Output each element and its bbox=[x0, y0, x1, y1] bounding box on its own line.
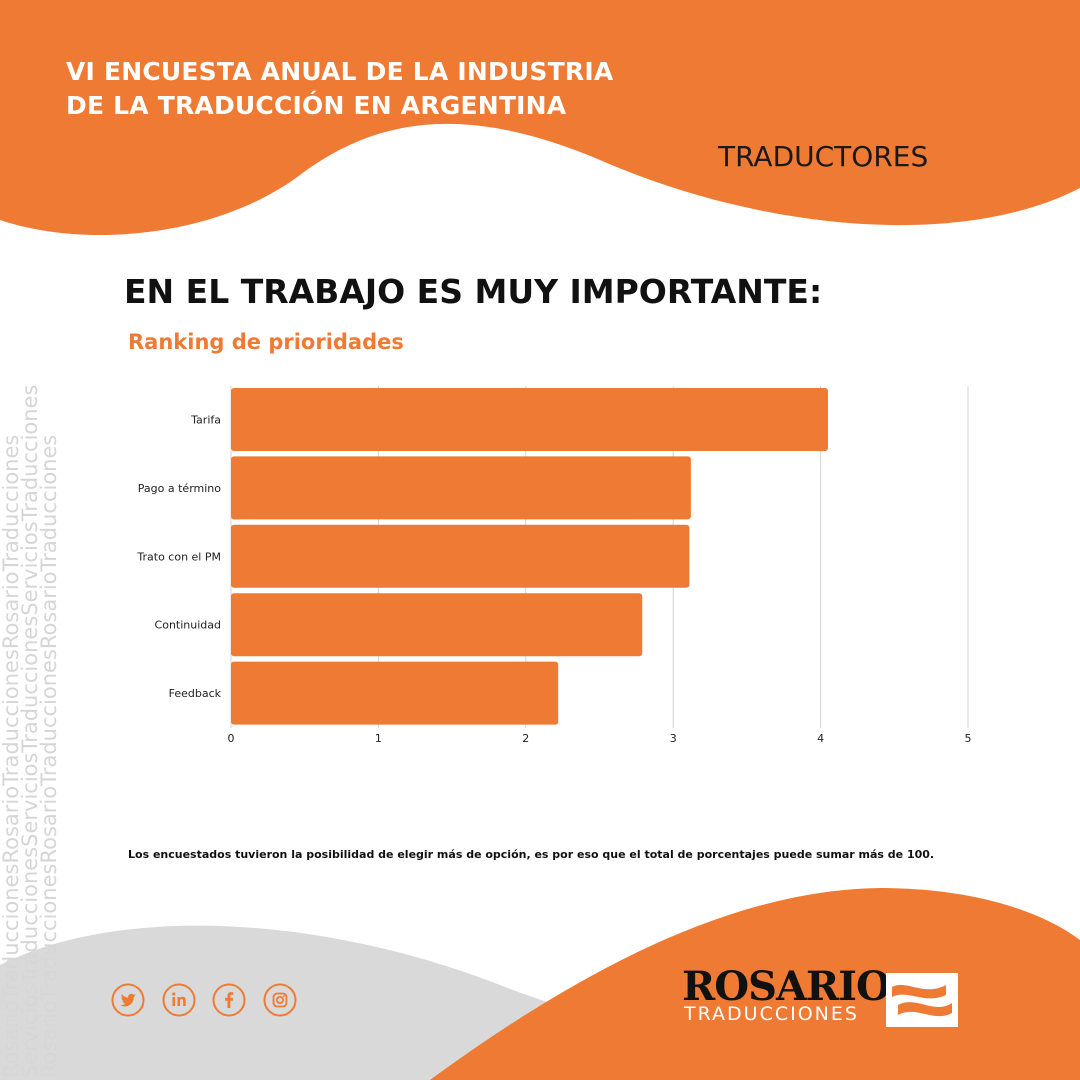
category-label: Continuidad bbox=[155, 619, 221, 632]
footnote: Los encuestados tuvieron la posibilidad … bbox=[128, 848, 935, 861]
category-label: Pago a término bbox=[138, 482, 221, 495]
twitter-icon bbox=[111, 983, 145, 1017]
bar bbox=[231, 593, 643, 657]
logo-wave-icon bbox=[886, 973, 958, 1027]
x-tick-label: 4 bbox=[817, 732, 824, 745]
bar bbox=[231, 388, 828, 451]
instagram-link[interactable] bbox=[263, 983, 297, 1017]
rosario-traducciones-logo: ROSARIO TRADUCCIONES bbox=[682, 963, 962, 1031]
x-tick-label: 2 bbox=[522, 732, 529, 745]
category-label: Feedback bbox=[169, 687, 222, 700]
twitter-link[interactable] bbox=[111, 983, 145, 1017]
main-heading: EN EL TRABAJO ES MUY IMPORTANTE: bbox=[124, 272, 823, 311]
x-tick-label: 3 bbox=[670, 732, 677, 745]
linkedin-icon bbox=[162, 983, 196, 1017]
instagram-icon bbox=[263, 983, 297, 1017]
linkedin-link[interactable] bbox=[162, 983, 196, 1017]
x-tick-label: 1 bbox=[375, 732, 382, 745]
survey-title-line-1: VI ENCUESTA ANUAL DE LA INDUSTRIA bbox=[66, 57, 614, 86]
category-label: Trato con el PM bbox=[136, 550, 221, 563]
bar bbox=[231, 456, 691, 520]
x-tick-label: 0 bbox=[228, 732, 235, 745]
survey-title-line-2: DE LA TRADUCCIÓN EN ARGENTINA bbox=[66, 91, 567, 120]
bar bbox=[231, 524, 690, 588]
category-label: Tarifa bbox=[190, 414, 221, 427]
section-label: TRADUCTORES bbox=[718, 140, 929, 173]
facebook-link[interactable] bbox=[212, 983, 246, 1017]
logo-wordmark: ROSARIO bbox=[682, 963, 891, 1010]
logo-subtitle: TRADUCCIONES bbox=[684, 1003, 859, 1025]
bar bbox=[231, 661, 559, 725]
survey-title: VI ENCUESTA ANUAL DE LA INDUSTRIA DE LA … bbox=[66, 55, 613, 123]
facebook-icon bbox=[212, 983, 246, 1017]
chart-title: Ranking de prioridades bbox=[128, 330, 404, 354]
x-tick-label: 5 bbox=[965, 732, 972, 745]
